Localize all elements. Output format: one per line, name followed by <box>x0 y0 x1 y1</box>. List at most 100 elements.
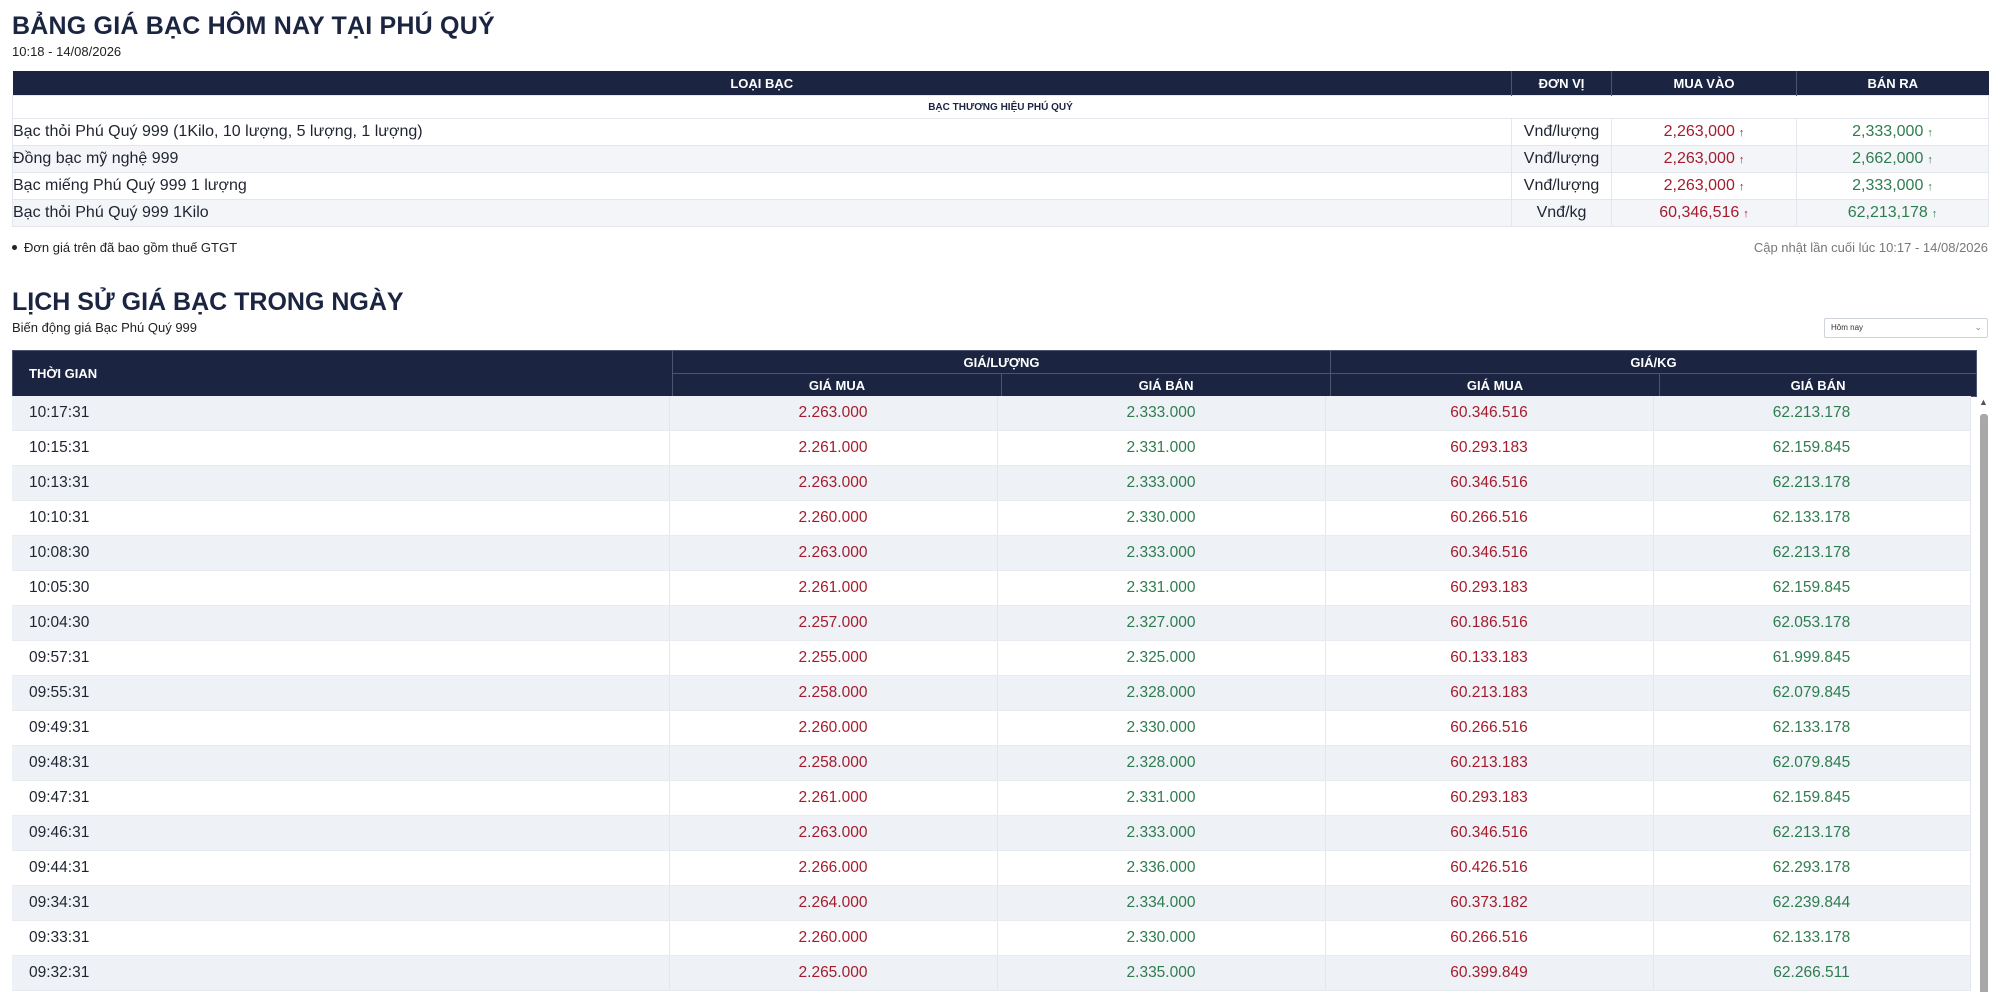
history-sell-kg: 62.213.178 <box>1653 815 1971 851</box>
col-header-buy-luong: GIÁ MUA <box>672 373 1002 397</box>
scrollbar-thumb[interactable] <box>1980 414 1988 992</box>
history-sell-kg: 62.079.845 <box>1653 675 1971 711</box>
history-row: 09:34:31 2.264.000 2.334.000 60.373.182 62.2… <box>12 885 1971 921</box>
price-row-sell-value: 2,333,000 <box>1852 177 1924 194</box>
price-row-buy: 2,263,000 ↑ <box>1611 118 1797 146</box>
history-row: 10:15:31 2.261.000 2.331.000 60.293.183 62.1… <box>12 430 1971 466</box>
arrow-up-icon: ↑ <box>1743 208 1749 220</box>
history-buy-luong: 2.263.000 <box>669 815 998 851</box>
history-time: 09:57:31 <box>12 640 670 676</box>
history-sell-luong: 2.333.000 <box>997 465 1326 501</box>
col-header-sell-kg: GIÁ BÁN <box>1659 373 1978 397</box>
history-buy-kg: 60.293.183 <box>1325 780 1654 816</box>
price-row-buy: 2,263,000 ↑ <box>1611 172 1797 200</box>
history-sell-luong: 2.328.000 <box>997 745 1326 781</box>
col-header-buy-kg: GIÁ MUA <box>1330 373 1661 397</box>
col-header-buy: MUA VÀO <box>1611 71 1797 96</box>
history-buy-luong: 2.263.000 <box>669 535 998 571</box>
history-buy-kg: 60.266.516 <box>1325 710 1654 746</box>
history-sell-kg: 62.133.178 <box>1653 500 1971 536</box>
arrow-up-icon: ↑ <box>1738 154 1745 166</box>
history-buy-kg: 60.373.182 <box>1325 885 1654 921</box>
history-buy-luong: 2.258.000 <box>669 745 998 781</box>
history-subtitle: Biến động giá Bạc Phú Quý 999 <box>12 320 198 335</box>
col-header-time: THỜI GIAN <box>12 350 673 397</box>
history-buy-kg: 60.213.183 <box>1325 745 1654 781</box>
arrow-up-icon: ↑ <box>1927 154 1933 166</box>
scrollbar[interactable]: ▲ <box>1978 396 1988 992</box>
history-sell-luong: 2.331.000 <box>997 570 1326 606</box>
history-row: 09:47:31 2.261.000 2.331.000 60.293.183 62.1… <box>12 780 1971 816</box>
group-header-luong: GIÁ/LƯỢNG <box>671 350 1332 374</box>
price-row-buy-value: 60,346,516 <box>1659 204 1740 221</box>
history-sell-kg: 61.999.845 <box>1653 640 1971 676</box>
history-table: 10:17:31 2.263.000 2.333.000 60.346.516 62.2… <box>12 396 1971 991</box>
history-sell-luong: 2.333.000 <box>997 396 1326 431</box>
history-buy-kg: 60.213.183 <box>1325 675 1654 711</box>
history-time: 10:13:31 <box>12 465 670 501</box>
price-row: Bạc thỏi Phú Quý 999 (1Kilo, 10 lượng, 5… <box>12 118 1989 146</box>
history-row: 09:57:31 2.255.000 2.325.000 60.133.183 61.9… <box>12 640 1971 676</box>
history-sell-luong: 2.330.000 <box>997 920 1326 956</box>
period-select[interactable]: Hôm nay ⌄ <box>1824 318 1988 338</box>
history-sell-luong: 2.331.000 <box>997 430 1326 466</box>
brand-label: BẠC THƯƠNG HIỆU PHÚ QUÝ <box>12 95 1989 119</box>
history-time: 10:17:31 <box>12 396 670 431</box>
history-sell-luong: 2.331.000 <box>997 780 1326 816</box>
price-row-name: Đồng bạc mỹ nghệ 999 <box>12 145 1512 173</box>
history-time: 10:05:30 <box>12 570 670 606</box>
history-sell-luong: 2.336.000 <box>997 850 1326 886</box>
history-buy-kg: 60.399.849 <box>1325 955 1654 991</box>
history-row: 10:04:30 2.257.000 2.327.000 60.186.516 62.0… <box>12 605 1971 641</box>
history-row: 09:32:31 2.265.000 2.335.000 60.399.849 62.2… <box>12 955 1971 991</box>
history-buy-kg: 60.266.516 <box>1325 500 1654 536</box>
history-sell-luong: 2.334.000 <box>997 885 1326 921</box>
history-buy-kg: 60.293.183 <box>1325 430 1654 466</box>
history-sell-luong: 2.330.000 <box>997 500 1326 536</box>
history-buy-luong: 2.263.000 <box>669 396 998 431</box>
history-table-header: THỜI GIAN GIÁ/LƯỢNG GIÁ/KG GIÁ MUA GIÁ B… <box>12 350 1978 397</box>
history-sell-kg: 62.213.178 <box>1653 396 1971 431</box>
history-buy-luong: 2.257.000 <box>669 605 998 641</box>
history-buy-kg: 60.293.183 <box>1325 570 1654 606</box>
history-row: 10:08:30 2.263.000 2.333.000 60.346.516 62.2… <box>12 535 1971 571</box>
history-sell-kg: 62.293.178 <box>1653 850 1971 886</box>
history-row: 09:44:31 2.266.000 2.336.000 60.426.516 62.2… <box>12 850 1971 886</box>
price-row-unit: Vnđ/lượng <box>1511 172 1612 200</box>
history-buy-kg: 60.266.516 <box>1325 920 1654 956</box>
group-header-kg: GIÁ/KG <box>1330 350 1978 374</box>
col-header-sell: BÁN RA <box>1796 71 1989 96</box>
history-buy-luong: 2.263.000 <box>669 465 998 501</box>
history-sell-kg: 62.266.511 <box>1653 955 1971 991</box>
page-title: BẢNG GIÁ BẠC HÔM NAY TẠI PHÚ QUÝ <box>12 12 495 40</box>
history-sell-kg: 62.213.178 <box>1653 535 1971 571</box>
chevron-down-icon: ⌄ <box>1974 322 1982 332</box>
history-sell-kg: 62.159.845 <box>1653 430 1971 466</box>
history-row: 09:33:31 2.260.000 2.330.000 60.266.516 62.1… <box>12 920 1971 956</box>
history-buy-kg: 60.346.516 <box>1325 396 1654 431</box>
price-row-sell-value: 2,662,000 <box>1852 150 1924 167</box>
page-timestamp: 10:18 - 14/08/2026 <box>12 44 122 59</box>
history-sell-kg: 62.239.844 <box>1653 885 1971 921</box>
history-buy-kg: 60.346.516 <box>1325 535 1654 571</box>
history-sell-luong: 2.333.000 <box>997 535 1326 571</box>
history-buy-kg: 60.186.516 <box>1325 605 1654 641</box>
history-buy-luong: 2.260.000 <box>669 710 998 746</box>
history-sell-luong: 2.335.000 <box>997 955 1326 991</box>
history-sell-luong: 2.327.000 <box>997 605 1326 641</box>
history-sell-luong: 2.328.000 <box>997 675 1326 711</box>
history-time: 10:04:30 <box>12 605 670 641</box>
history-buy-luong: 2.260.000 <box>669 920 998 956</box>
history-time: 09:47:31 <box>12 780 670 816</box>
history-sell-luong: 2.330.000 <box>997 710 1326 746</box>
price-row: Bạc miếng Phú Quý 999 1 lượng Vnđ/lượng 2,… <box>12 172 1989 200</box>
scroll-up-icon[interactable]: ▲ <box>1979 397 1988 407</box>
history-time: 09:33:31 <box>12 920 670 956</box>
history-buy-kg: 60.346.516 <box>1325 465 1654 501</box>
history-sell-luong: 2.325.000 <box>997 640 1326 676</box>
history-buy-luong: 2.258.000 <box>669 675 998 711</box>
tax-note: Đơn giá trên đã bao gồm thuế GTGT <box>12 240 237 255</box>
price-row-sell: 2,662,000 ↑ <box>1796 145 1989 173</box>
history-row: 09:46:31 2.263.000 2.333.000 60.346.516 62.2… <box>12 815 1971 851</box>
history-table-scroll[interactable]: 10:17:31 2.263.000 2.333.000 60.346.516 62.2… <box>12 396 1988 992</box>
